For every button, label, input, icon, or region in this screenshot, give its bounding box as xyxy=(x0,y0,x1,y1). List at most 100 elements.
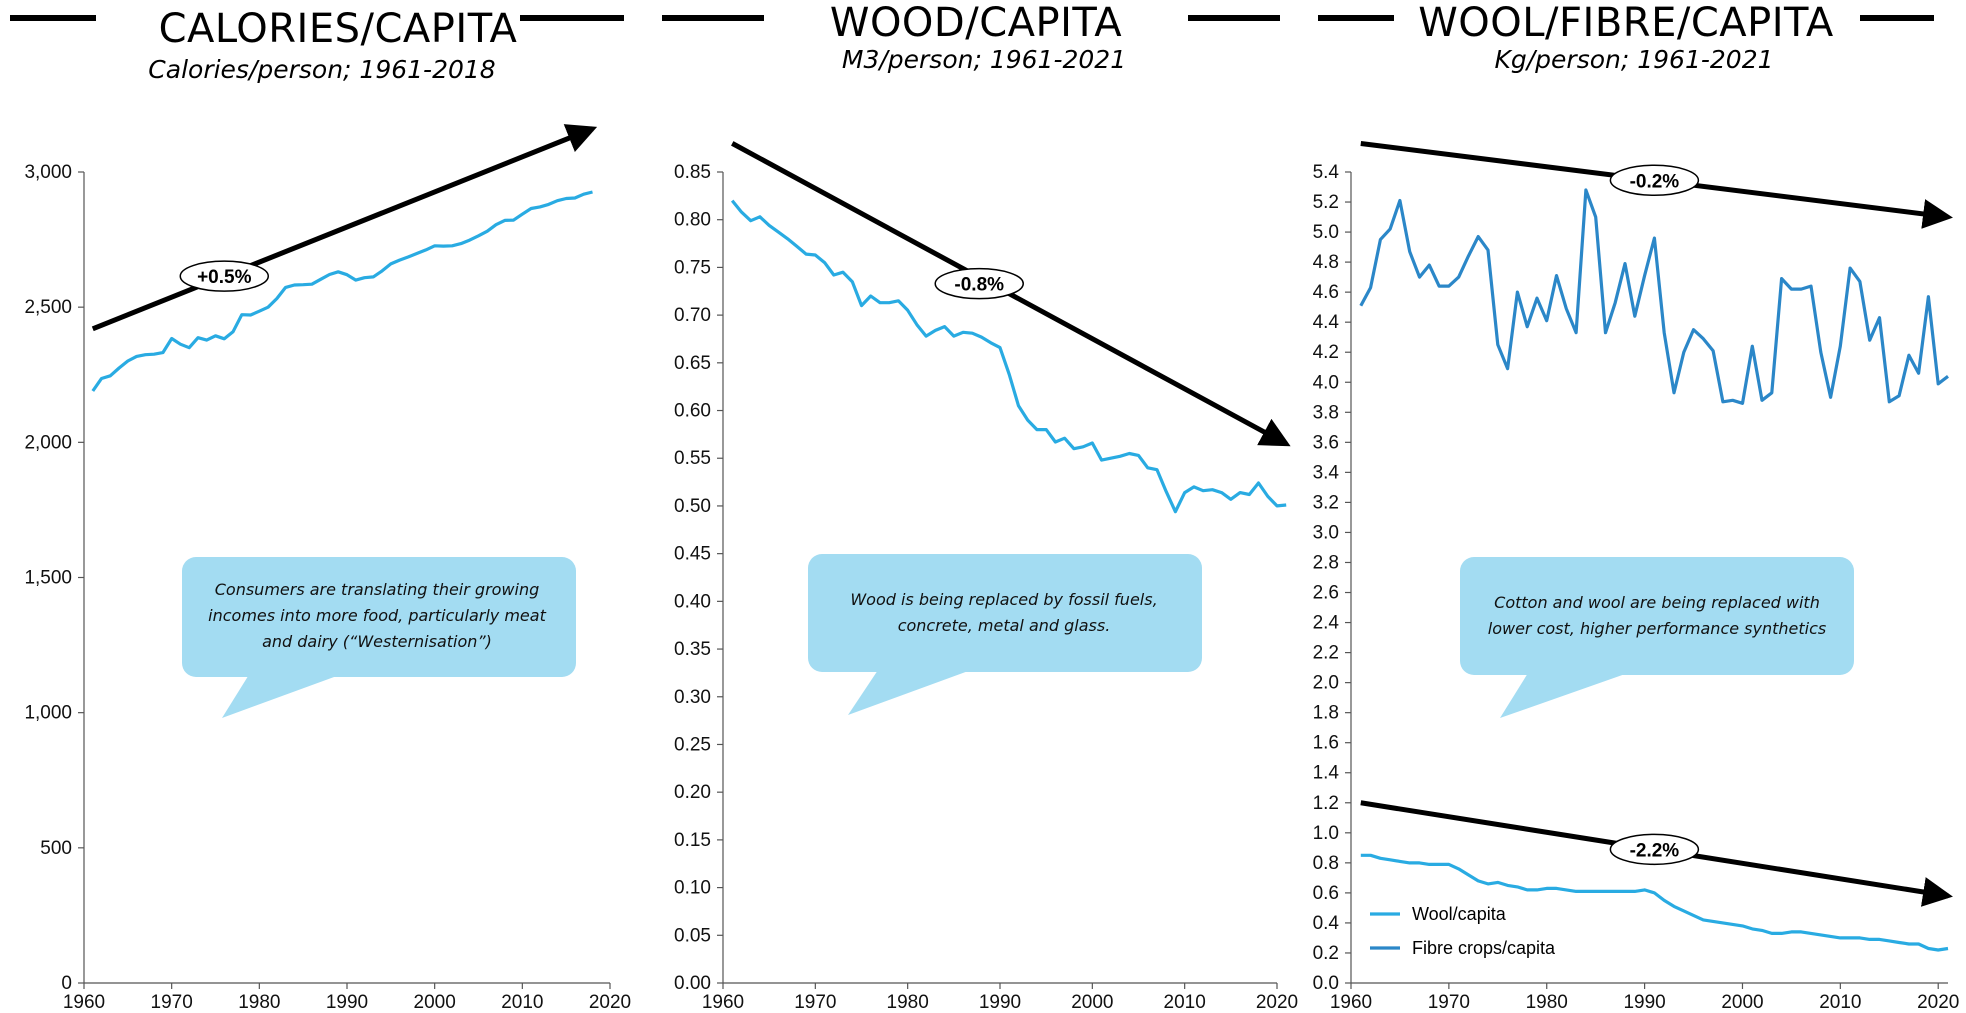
plot-panel-2: 0.0 0.2 0.4 0.6 0.8 1.0 1.2 1.4 1.6 1.8 2.0 2.2 2.4 2… xyxy=(1313,140,1959,1013)
y-tick-label: 4.6 xyxy=(1313,282,1339,303)
y-tick-label: 2.6 xyxy=(1313,583,1339,604)
series-line-fibre-crops-capita xyxy=(1359,188,1949,405)
y-tick-label: 2.2 xyxy=(1313,643,1339,664)
x-tick-label: 1960 xyxy=(63,992,105,1013)
y-tick-label: 4.8 xyxy=(1313,252,1339,273)
y-tick-label: 0.05 xyxy=(674,925,711,946)
y-tick-label: 2,500 xyxy=(24,297,72,318)
y-tick-label: 0.8 xyxy=(1313,853,1339,874)
y-tick-label: 0.55 xyxy=(674,448,711,469)
panel-title: CALORIES/CAPITA xyxy=(159,6,518,52)
y-tick-label: 0.35 xyxy=(674,639,711,660)
x-tick-label: 1970 xyxy=(1428,992,1470,1013)
y-tick-label: 500 xyxy=(40,838,72,859)
y-tick-label: 0.30 xyxy=(674,687,711,708)
y-tick-label: 2.4 xyxy=(1313,613,1340,634)
series-line-wool-capita xyxy=(1360,853,1949,952)
y-tick-label: 1,000 xyxy=(24,703,72,724)
y-tick-label: 1.4 xyxy=(1313,763,1340,784)
callout-bubble-shape xyxy=(182,557,576,718)
y-tick-label: 0.60 xyxy=(674,401,711,422)
x-tick-label: 2020 xyxy=(1917,992,1959,1013)
y-tick-label: 2.0 xyxy=(1313,673,1339,694)
y-tick-label: 4.4 xyxy=(1313,312,1340,333)
y-tick-label: 0.15 xyxy=(674,830,711,851)
plot-panel-1: 0.00 0.05 0.10 0.15 0.20 0.25 0.30 0.35 0.40 0.45… xyxy=(674,141,1298,1013)
y-tick-label: 5.4 xyxy=(1313,162,1340,183)
y-tick-label: 3.4 xyxy=(1313,462,1340,483)
y-tick-label: 2,000 xyxy=(24,432,72,453)
y-tick-label: 0.70 xyxy=(674,305,711,326)
trend-label: -0.2% xyxy=(1630,171,1680,192)
y-tick-label: 0.4 xyxy=(1313,913,1340,934)
trend-label-oval xyxy=(1609,833,1700,866)
y-tick-label: 0.40 xyxy=(674,591,711,612)
callout-bubble-shape xyxy=(808,554,1202,715)
y-tick-label: 0.10 xyxy=(674,878,711,899)
x-tick-label: 2000 xyxy=(1721,992,1763,1013)
y-tick-label: 5.0 xyxy=(1313,222,1339,243)
trend-label-oval xyxy=(934,267,1024,300)
x-tick-label: 1960 xyxy=(702,992,744,1013)
y-tick-label: 0.25 xyxy=(674,734,711,755)
x-tick-label: 1970 xyxy=(794,992,836,1013)
y-tick-label: 4.2 xyxy=(1313,342,1339,363)
x-tick-label: 1980 xyxy=(238,992,280,1013)
callout-bubble-shape xyxy=(1460,557,1854,718)
panel-wood-header: WOOD/CAPITA M3/person; 1961-2021 xyxy=(662,0,1280,74)
panel-subtitle: Kg/person; 1961-2021 xyxy=(1494,45,1773,74)
series-line-main xyxy=(730,199,1287,514)
y-tick-label: 1.6 xyxy=(1313,733,1339,754)
x-tick-label: 1990 xyxy=(979,992,1021,1013)
y-tick-label: 3.6 xyxy=(1313,432,1339,453)
y-tick-label: 3.8 xyxy=(1313,402,1339,423)
trend-label: -0.8% xyxy=(954,275,1004,296)
y-tick-label: 0.6 xyxy=(1313,883,1339,904)
legend-label: Wool/capita xyxy=(1412,904,1507,924)
panel-subtitle: M3/person; 1961-2021 xyxy=(842,45,1126,74)
x-tick-label: 2000 xyxy=(414,992,456,1013)
y-tick-label: 1.8 xyxy=(1313,703,1339,724)
panel-title: WOOD/CAPITA xyxy=(830,0,1122,46)
panel-calories-header: CALORIES/CAPITA Calories/person; 1961-20… xyxy=(10,6,624,84)
y-tick-label: 0.80 xyxy=(674,210,711,231)
trend-arrow xyxy=(91,124,598,332)
y-tick-label: 0.65 xyxy=(674,353,711,374)
y-tick-label: 1.0 xyxy=(1313,823,1339,844)
panel-subtitle: Calories/person; 1961-2018 xyxy=(148,55,495,84)
x-tick-label: 2020 xyxy=(1256,992,1298,1013)
plot-panel-0: 0 500 1,000 1,500 2,000 2,500 3,000 1960 1970 198… xyxy=(24,124,631,1013)
x-tick-label: 1960 xyxy=(1330,992,1372,1013)
y-tick-label: 0.20 xyxy=(674,782,711,803)
legend-label: Fibre crops/capita xyxy=(1412,938,1556,958)
y-tick-label: 3.2 xyxy=(1313,492,1339,513)
y-tick-label: 2.8 xyxy=(1313,552,1339,573)
y-tick-label: 0.0 xyxy=(1313,973,1339,994)
x-tick-label: 2010 xyxy=(1819,992,1861,1013)
y-tick-label: 5.2 xyxy=(1313,192,1339,213)
trend-label: -2.2% xyxy=(1630,840,1680,861)
callout-text: Cotton and wool are being replaced with … xyxy=(1487,593,1827,638)
series-line-main xyxy=(91,190,593,392)
y-tick-label: 0.45 xyxy=(674,544,711,565)
y-tick-label: 0.50 xyxy=(674,496,711,517)
y-tick-label: 3,000 xyxy=(24,162,72,183)
x-tick-label: 2020 xyxy=(589,992,631,1013)
panel-fibre-header: WOOL/FIBRE/CAPITA Kg/person; 1961-2021 xyxy=(1318,0,1934,74)
x-tick-label: 1990 xyxy=(326,992,368,1013)
y-tick-label: 0 xyxy=(61,973,72,994)
trend-label-oval xyxy=(1609,164,1700,197)
x-tick-label: 1980 xyxy=(1526,992,1568,1013)
x-tick-label: 2000 xyxy=(1071,992,1113,1013)
callout-text: Wood is being replaced by fossil fuels, … xyxy=(850,590,1158,635)
x-tick-label: 1980 xyxy=(887,992,929,1013)
callout-text: Consumers are translating their growing … xyxy=(208,580,546,651)
y-tick-label: 1.2 xyxy=(1313,793,1339,814)
y-tick-label: 3.0 xyxy=(1313,522,1339,543)
y-tick-label: 0.75 xyxy=(674,257,711,278)
x-tick-label: 1970 xyxy=(151,992,193,1013)
y-tick-label: 0.85 xyxy=(674,162,711,183)
x-tick-label: 1990 xyxy=(1623,992,1665,1013)
trend-label-oval xyxy=(179,260,270,292)
